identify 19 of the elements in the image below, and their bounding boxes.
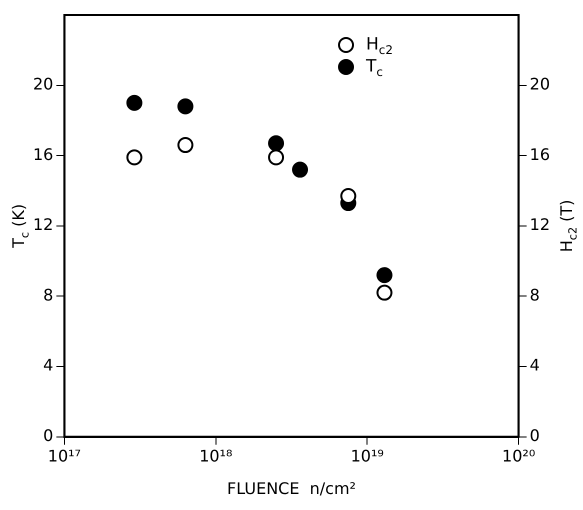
y-axis-title: Tc (K) — [9, 204, 32, 249]
y2-tick-label: 12 — [530, 215, 550, 234]
x-axis-title: FLUENCE n/cm² — [227, 479, 356, 498]
y2-axis-title: Hc2 (T) — [557, 200, 580, 252]
x-tick-label: 10¹⁷ — [48, 446, 81, 466]
y2-tick-label: 4 — [530, 356, 540, 375]
y2-tick-label: 8 — [530, 285, 540, 304]
y-tick-label: 0 — [43, 426, 54, 445]
y-tick-label: 12 — [33, 215, 54, 234]
y-tick-label: 20 — [33, 74, 54, 94]
y-tick-label: 16 — [33, 144, 54, 164]
y2-tick-label: 0 — [530, 426, 540, 445]
y-tick-label: 4 — [43, 356, 54, 375]
x-tick-label: 10²⁰ — [502, 446, 536, 466]
y2-tick-label: 16 — [530, 144, 550, 164]
x-tick-label: 10¹⁹ — [350, 446, 384, 466]
y-tick-label: 8 — [43, 285, 54, 304]
y2-tick-label: 20 — [530, 74, 550, 94]
x-tick-label: 10¹⁸ — [199, 446, 232, 466]
